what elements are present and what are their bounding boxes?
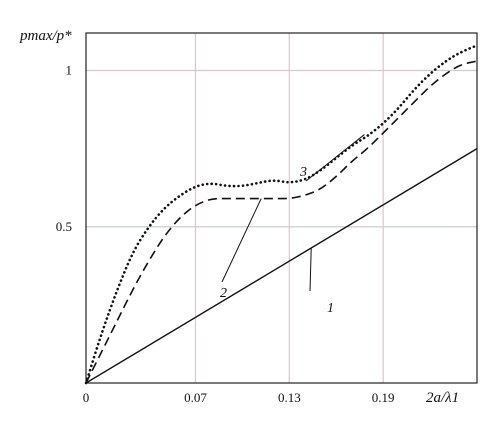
- x-tick-label: 0.19: [372, 390, 395, 405]
- series-layer: [84, 44, 479, 385]
- curve-leader-1: [309, 247, 312, 292]
- curve-label-3: 3: [299, 165, 307, 180]
- curve-labels: 1 2 3: [220, 134, 365, 316]
- plot-frame: [85, 32, 478, 384]
- x-tick-label: 0.13: [278, 390, 301, 405]
- x-tick-label: 0.07: [184, 390, 207, 405]
- grid: [86, 33, 477, 383]
- curve-label-1: 1: [327, 301, 334, 316]
- curve-leader-3: [305, 134, 365, 182]
- series-line-2: [85, 60, 478, 384]
- curve-label-2: 2: [220, 286, 227, 301]
- series-line-1: [85, 147, 478, 384]
- y-axis-label: pmax/p*: [19, 28, 72, 44]
- y-tick-label: 0.5: [56, 219, 72, 234]
- tick-labels: 0 0.07 0.13 0.19 0.5 1: [56, 63, 395, 406]
- x-axis-label: 2a/λ1: [426, 390, 459, 406]
- x-tick-label: 0: [83, 390, 90, 405]
- y-tick-label: 1: [66, 63, 73, 78]
- curve-leader-2: [221, 198, 262, 283]
- series-line-3: [84, 44, 479, 385]
